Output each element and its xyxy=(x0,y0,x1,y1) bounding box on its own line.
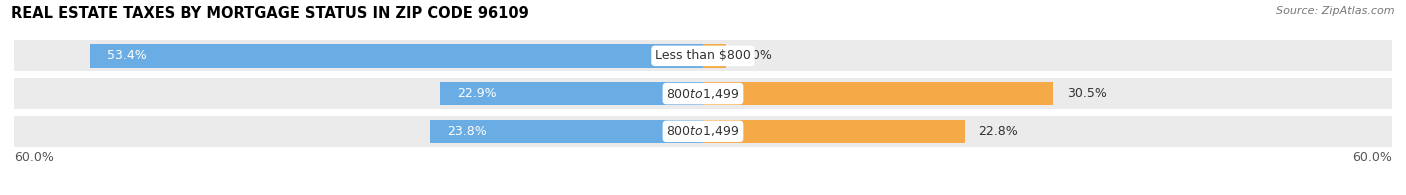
Text: 23.8%: 23.8% xyxy=(447,125,486,138)
Text: Source: ZipAtlas.com: Source: ZipAtlas.com xyxy=(1277,6,1395,16)
Bar xyxy=(703,120,965,143)
Text: Less than $800: Less than $800 xyxy=(655,49,751,62)
Bar xyxy=(703,82,1053,105)
Text: 2.0%: 2.0% xyxy=(740,49,772,62)
Bar xyxy=(14,78,1392,109)
Bar xyxy=(430,120,703,143)
Bar xyxy=(14,116,1392,147)
Bar xyxy=(14,40,1392,71)
Text: 53.4%: 53.4% xyxy=(107,49,146,62)
Text: 60.0%: 60.0% xyxy=(1353,151,1392,164)
Text: 60.0%: 60.0% xyxy=(14,151,53,164)
Bar xyxy=(90,44,703,67)
Text: REAL ESTATE TAXES BY MORTGAGE STATUS IN ZIP CODE 96109: REAL ESTATE TAXES BY MORTGAGE STATUS IN … xyxy=(11,6,529,21)
Text: $800 to $1,499: $800 to $1,499 xyxy=(666,124,740,138)
Bar xyxy=(703,44,725,67)
Text: 30.5%: 30.5% xyxy=(1067,87,1107,100)
Text: 22.8%: 22.8% xyxy=(979,125,1018,138)
Text: $800 to $1,499: $800 to $1,499 xyxy=(666,87,740,101)
Bar xyxy=(440,82,703,105)
Text: 22.9%: 22.9% xyxy=(457,87,496,100)
